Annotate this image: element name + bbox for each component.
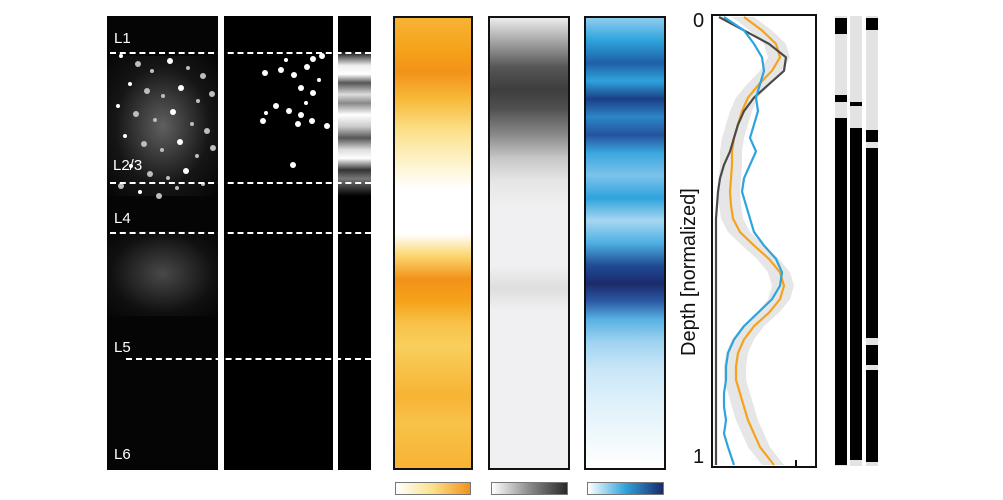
binary-bar-segment [835,95,847,102]
binary-bar-track [850,16,862,466]
series-lines [714,16,788,466]
neuron-dot [161,94,165,98]
segmented-cell [298,112,304,118]
orange-colorbar [395,482,471,495]
segmented-cell [284,58,288,62]
segmented-cell [290,162,296,168]
neuron-dot [147,171,153,177]
segmented-cell [317,78,321,82]
layer-label-l23: L2/3 [113,157,143,174]
segmented-cell [295,121,301,127]
y-tick-top: 0 [693,10,705,32]
binary-bar-track [866,16,878,466]
neuron-dot [166,176,170,180]
segmented-cell [260,118,266,124]
neuron-dot [178,85,184,91]
neuron-dot [209,91,215,97]
segmented-cell [309,118,315,124]
layer-label-l4: L4 [114,210,131,227]
segmented-cell [319,53,325,59]
segmented-cell [310,90,316,96]
neuron-dot [144,88,150,94]
neuron-dot [119,54,123,58]
segmented-cell [278,67,284,73]
segmented-cells [260,53,330,168]
segmented-cell [304,101,308,105]
binary-bar-segment [850,102,862,106]
neuron-dot [204,128,210,134]
neuron-dot [200,73,206,79]
profile-strip-bands [338,51,371,196]
neuron-dot [138,190,142,194]
segmentation-panel [224,16,333,470]
neuron-dot [196,99,200,103]
neuron-dot [156,193,162,199]
neuron-dot [118,183,124,189]
binary-bar-segment [866,370,878,462]
chart-frame [711,14,817,468]
neuron-dot [123,134,127,138]
binary-bar-segment [850,128,862,460]
segmented-cell [298,85,304,91]
binary-bar-track [835,16,847,466]
blue-depth-profile [584,16,666,470]
neuron-dot [177,139,183,145]
y-axis-label: Depth [normalized] [678,188,700,356]
neuron-dot [135,61,141,67]
segmented-cell [262,70,268,76]
neuron-dot [190,122,194,126]
neuron-dot [170,109,176,115]
segmented-cell [264,111,268,115]
orange-depth-profile [393,16,473,470]
gray-depth-profile [488,16,570,470]
microscopy-panel [107,16,218,470]
binary-bar-segment [866,148,878,338]
profile-strip [338,16,371,470]
neuron-dot [195,154,199,158]
neuron-dot [175,186,179,190]
blue-colorbar [587,482,664,495]
segmented-cell [273,103,279,109]
segmented-cell [291,72,297,78]
l4-fluorescence-glow [107,231,218,316]
boundary-l4-l5 [110,232,371,234]
neuron-dot [129,164,133,168]
gray-series-line [714,16,788,465]
neuron-dot [153,118,157,122]
neuron-dot [150,69,154,73]
binary-bar-segment [866,130,878,142]
layer-label-l6: L6 [114,446,131,463]
neuron-dot [141,141,147,147]
binary-bar-segment [866,18,878,30]
neuron-dot [167,58,173,64]
depth-profile-chart [711,14,817,468]
segmented-cell [304,64,310,70]
binary-bar-segment [835,118,847,465]
blue-series-line [722,16,784,466]
boundary-l23-l4 [110,182,371,184]
layer-label-l5: L5 [114,339,131,356]
boundary-l5-l6 [126,358,371,360]
neuron-dot [183,168,189,174]
layer-label-l1: L1 [114,30,131,47]
segmented-cell [310,56,316,62]
l23-cell-dots [116,54,216,199]
l23-fluorescence-glow [107,56,218,196]
neuron-dot [116,104,120,108]
orange-series-line [728,16,786,466]
segmented-cell [286,108,292,114]
segmented-cell [324,123,330,129]
neuron-dot [128,82,132,86]
neuron-dot [210,145,216,151]
boundary-l1-l23 [110,52,371,54]
neuron-dot [133,111,139,117]
confidence-band [718,17,794,465]
y-tick-bottom: 1 [693,446,705,468]
binary-bar-segment [835,18,847,34]
neuron-dot [160,148,164,152]
gray-colorbar [491,482,568,495]
binary-bar-segment [866,345,878,365]
neuron-dot [186,66,190,70]
